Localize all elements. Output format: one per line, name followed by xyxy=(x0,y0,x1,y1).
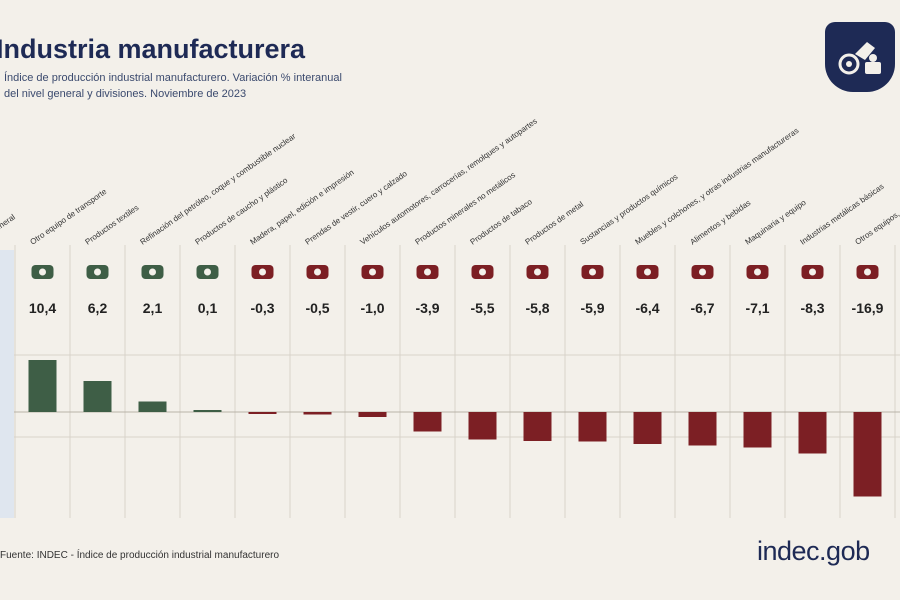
bar xyxy=(688,412,717,446)
category-label: Productos textiles xyxy=(83,203,140,247)
category-label: Productos de metal xyxy=(523,200,585,247)
data-label: 0,1 xyxy=(198,300,218,316)
bar xyxy=(303,412,332,415)
data-label: 10,4 xyxy=(29,300,56,316)
category-label: Prendas de vestir, cuero y calzado xyxy=(303,169,409,247)
bar xyxy=(83,381,112,412)
data-label: 6,2 xyxy=(88,300,108,316)
bar xyxy=(798,412,827,454)
bar xyxy=(28,360,57,412)
data-label: 2,1 xyxy=(143,300,163,316)
data-label: -3,9 xyxy=(415,300,439,316)
data-label: -16,9 xyxy=(852,300,884,316)
sofa-icon xyxy=(636,265,659,279)
tire-icon xyxy=(196,265,219,279)
bar xyxy=(413,412,442,432)
data-label: -5,9 xyxy=(580,300,604,316)
subtitle-line-1: Índice de producción industrial manufact… xyxy=(4,72,342,84)
paper-icon xyxy=(251,265,274,279)
hammer-icon xyxy=(526,265,549,279)
shirt-icon xyxy=(306,265,329,279)
subtitle-line-2: del nivel general y divisiones. Noviembr… xyxy=(4,88,247,100)
indec-logo: indec.gob xyxy=(757,536,870,566)
bar xyxy=(358,412,387,417)
bar xyxy=(523,412,552,441)
level-general-highlight xyxy=(0,250,14,518)
data-label: -5,5 xyxy=(470,300,494,316)
chart-subtitle: Índice de producción industrial manufact… xyxy=(4,70,474,102)
pipe-icon xyxy=(471,265,494,279)
motorcycle-icon xyxy=(31,265,54,279)
bar xyxy=(633,412,662,444)
tractor-icon xyxy=(746,265,769,279)
category-label: Productos minerales no metálicos xyxy=(413,170,517,246)
bar xyxy=(743,412,772,448)
data-label: -8,3 xyxy=(800,300,824,316)
cement-mixer-icon xyxy=(416,265,439,279)
data-label: -7,1 xyxy=(745,300,769,316)
category-label: Industrias metálicas básicas xyxy=(798,182,885,247)
bar xyxy=(138,401,167,412)
oil-tank-icon xyxy=(141,265,164,279)
bar xyxy=(468,412,497,440)
category-label: Nivel general xyxy=(0,212,17,246)
flask-icon xyxy=(581,265,604,279)
data-label: -0,5 xyxy=(305,300,329,316)
laptop-icon xyxy=(856,265,879,279)
bar xyxy=(193,410,222,412)
category-label: Madera, papel, edición e impresión xyxy=(248,168,355,247)
bottle-icon xyxy=(691,265,714,279)
category-label: Sustancias y productos químicos xyxy=(578,172,679,246)
data-label: -0,3 xyxy=(250,300,274,316)
yarn-icon xyxy=(86,265,109,279)
source-note: Fuente: INDEC - Índice de producción ind… xyxy=(0,550,280,561)
chart-title: Industria manufacturera xyxy=(0,34,306,64)
bar xyxy=(248,412,277,414)
data-label: -6,4 xyxy=(635,300,659,316)
data-label: -6,7 xyxy=(690,300,714,316)
data-label: -1,0 xyxy=(360,300,384,316)
industry-badge-icon xyxy=(825,22,895,92)
steel-coil-icon xyxy=(801,265,824,279)
car-icon xyxy=(361,265,384,279)
category-label: Productos de caucho y plástico xyxy=(193,175,289,246)
bar xyxy=(853,412,882,497)
data-label: -5,8 xyxy=(525,300,549,316)
bar xyxy=(578,412,607,442)
